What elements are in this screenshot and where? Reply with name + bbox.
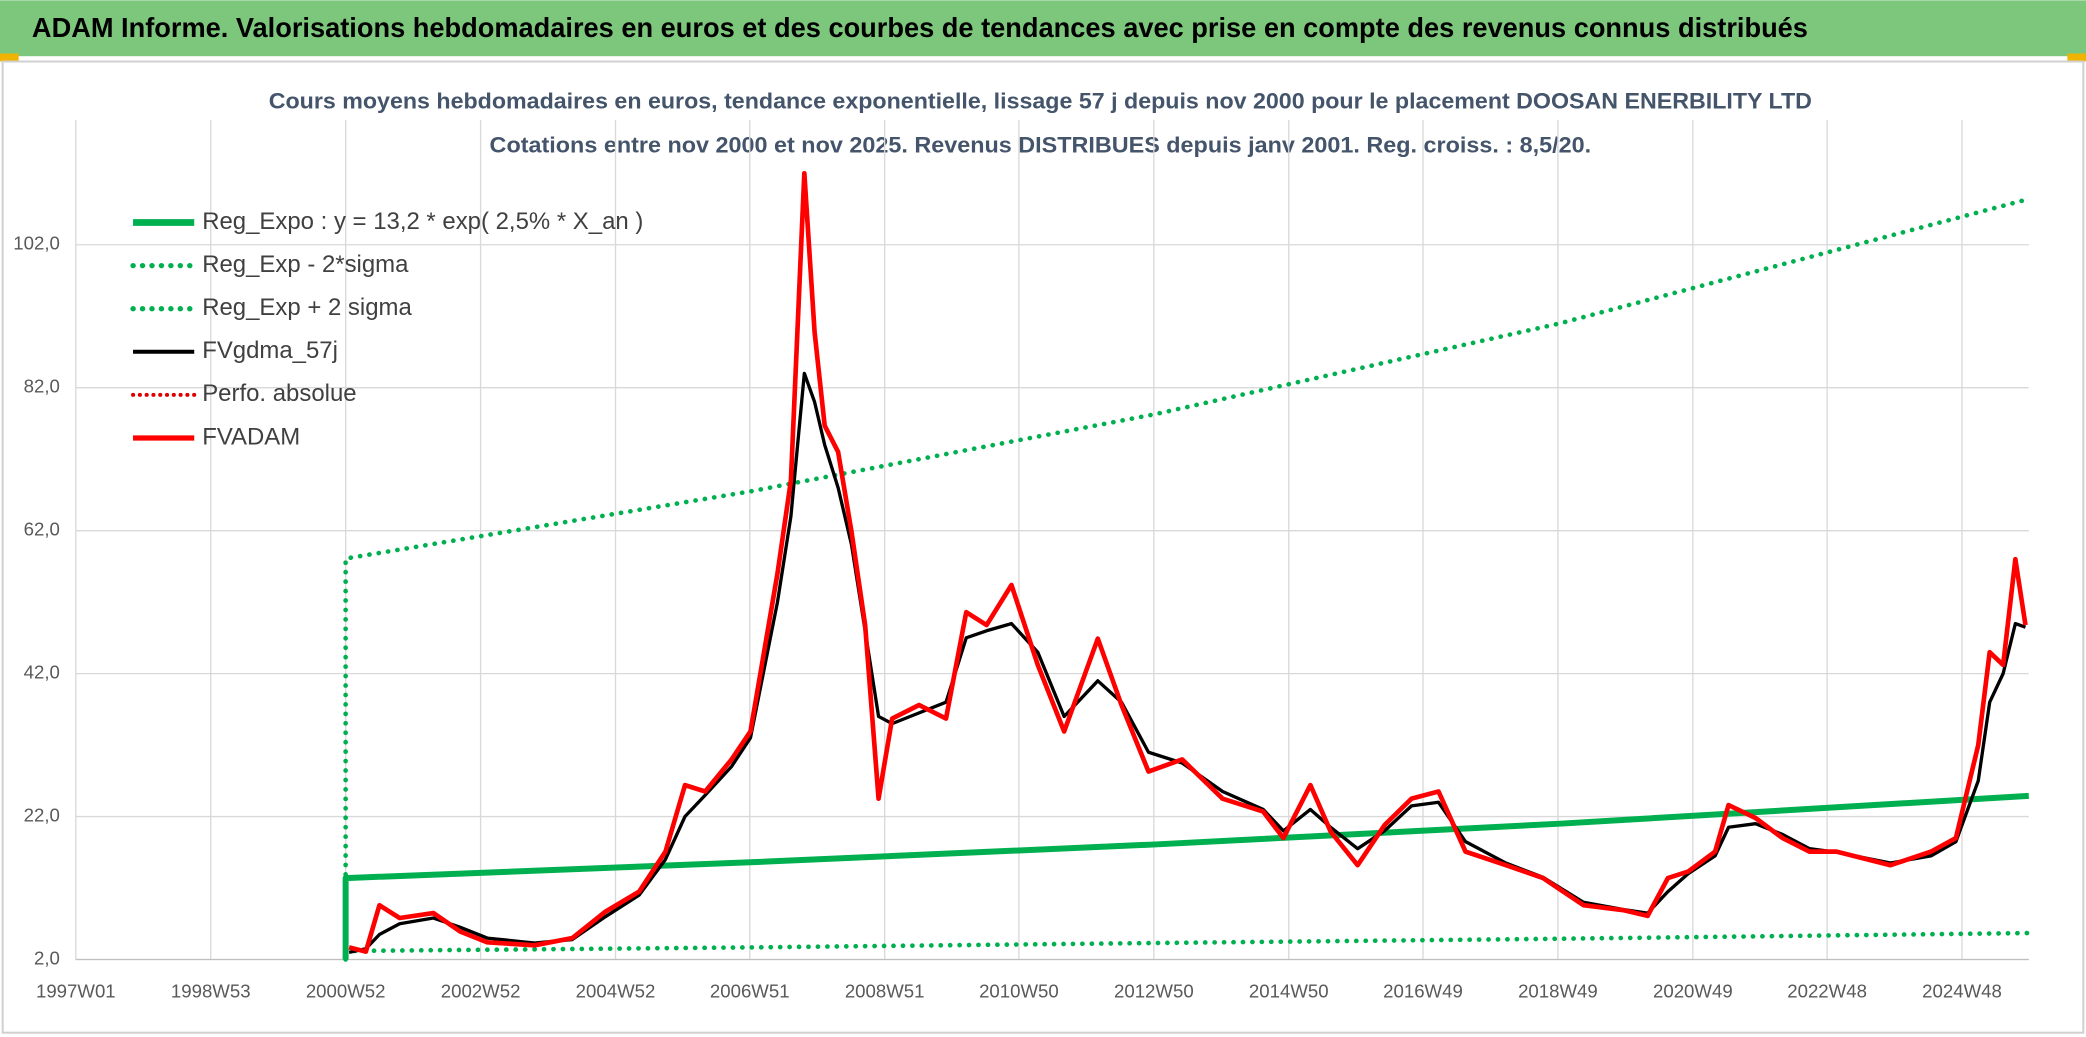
x-tick-label: 2020W49: [1653, 981, 1733, 1002]
legend-label: Perfo. absolue: [202, 380, 356, 407]
y-tick-label: 22,0: [24, 804, 60, 825]
legend-label: Reg_Expo : y = 13,2 * exp( 2,5% * X_an ): [202, 208, 643, 235]
corner-mark: [2067, 53, 2086, 62]
chart-title: Cours moyens hebdomadaires en euros, ten…: [269, 89, 1812, 114]
legend-label: Reg_Exp + 2 sigma: [202, 294, 412, 321]
x-tick-label: 1997W01: [36, 981, 116, 1002]
y-tick-label: 82,0: [24, 376, 60, 397]
y-tick-label: 42,0: [24, 662, 60, 683]
x-tick-label: 2018W49: [1518, 981, 1598, 1002]
x-tick-label: 2016W49: [1383, 981, 1463, 1002]
x-tick-label: 2022W48: [1787, 981, 1867, 1002]
x-tick-label: 2024W48: [1922, 981, 2002, 1002]
x-tick-label: 2004W52: [576, 981, 656, 1002]
x-tick-label: 2006W51: [710, 981, 790, 1002]
grid: 2,0 22,0 42,0 62,0 82,0 102,0 1997W01 1998W53 20…: [13, 120, 2029, 1002]
legend: Reg_Expo : y = 13,2 * exp( 2,5% * X_an )…: [130, 208, 643, 450]
x-tick-label: 2008W51: [845, 981, 925, 1002]
series-line: [348, 170, 2028, 954]
x-tick-label: 2014W50: [1249, 981, 1329, 1002]
corner-mark: [0, 53, 19, 62]
x-tick-label: 1998W53: [171, 981, 251, 1002]
x-tick-label: 2010W50: [979, 981, 1059, 1002]
series-line: [348, 371, 2027, 954]
x-tick-label: 2002W52: [441, 981, 521, 1002]
chart-subtitle: Cotations entre nov 2000 et nov 2025. Re…: [490, 133, 1592, 158]
plot-area: [342, 170, 2032, 962]
y-tick-label: 102,0: [13, 233, 60, 254]
header-bar: [0, 0, 2086, 57]
x-tick-label: 2012W50: [1114, 981, 1194, 1002]
legend-label: FVADAM: [202, 423, 300, 450]
y-tick-label: 62,0: [24, 519, 60, 540]
legend-label: FVgdma_57j: [202, 337, 338, 364]
header-title: ADAM Informe. Valorisations hebdomadaire…: [32, 12, 1808, 43]
legend-label: Reg_Exp - 2*sigma: [202, 251, 409, 278]
series-line: [343, 196, 2032, 962]
series-line: [343, 930, 2032, 954]
x-tick-label: 2000W52: [306, 981, 386, 1002]
y-tick-label: 2,0: [34, 947, 60, 968]
chart-frame: [1, 60, 2085, 1034]
